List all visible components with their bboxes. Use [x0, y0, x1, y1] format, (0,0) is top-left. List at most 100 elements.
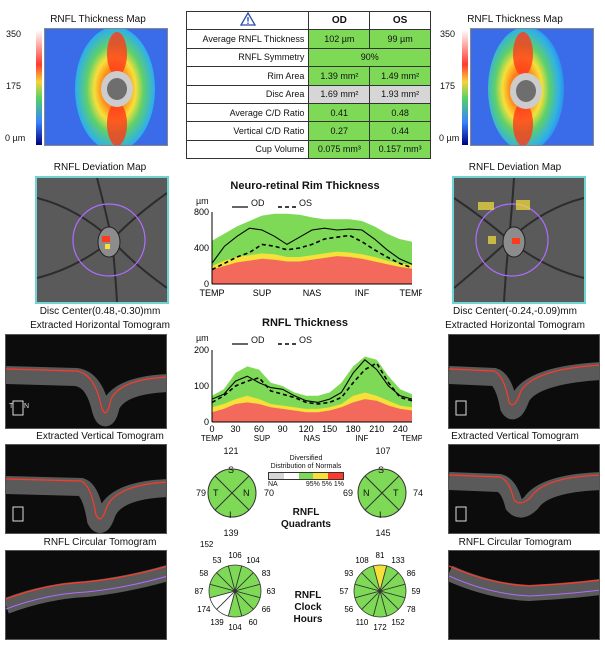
x-tick-label: 30 [231, 424, 241, 434]
clock-hour-value: 87 [195, 587, 204, 596]
os-quad-t-letter: T [393, 488, 399, 498]
row-od-value: 1.39 mm² [308, 66, 371, 86]
clock-hour-value: 56 [344, 605, 353, 614]
right-rnfl-deviation-map [452, 176, 586, 304]
clock-hour-value: 110 [356, 618, 369, 627]
od-quad-i-letter: I [229, 510, 232, 520]
x-tick-label: 240 [393, 424, 408, 434]
warning-icon [185, 10, 310, 31]
row-od-value: 1.69 mm² [308, 84, 371, 104]
rnfl-chart-title: RNFL Thickness [262, 317, 348, 329]
series-line-od [211, 227, 413, 265]
left-scale-bar [36, 30, 42, 145]
col-od-header: OD [308, 10, 371, 31]
clock-hour-value: 81 [376, 551, 385, 560]
os-quad-i-value: 145 [375, 528, 391, 538]
right-circular-tomogram-title: RNFL Circular Tomogram [458, 537, 572, 548]
os-quad-t-value: 69 [343, 488, 354, 498]
clock-sector [361, 565, 381, 593]
rim-chart-title: Neuro-retinal Rim Thickness [230, 180, 380, 192]
left-rnfl-thickness-map [44, 28, 168, 146]
x-tick-label: 120 [299, 424, 314, 434]
left-horizontal-tomogram: T N [5, 334, 167, 429]
row-both-value: 90% [308, 47, 431, 68]
rim-chart-ylabel: µm [196, 196, 209, 206]
rim-legend-od: OD [251, 198, 265, 208]
y-tick-label: 0 [204, 417, 209, 427]
right-scale-top: 350 [440, 29, 456, 39]
metrics-table: OD OS Average RNFL Thickness 102 µm 99 µ… [185, 10, 431, 160]
row-od-value: 0.41 [308, 102, 371, 123]
x-tick-label: NAS [303, 288, 322, 298]
clock-hour-value: 60 [249, 618, 258, 627]
table-header-row: OD OS [185, 10, 431, 31]
os-quad-s-letter: S [378, 465, 385, 475]
row-os-value: 99 µm [369, 29, 431, 49]
row-os-value: 1.93 mm² [369, 84, 431, 104]
left-h-n-label: N [24, 403, 30, 410]
clock-hour-value: 139 [210, 618, 224, 627]
table-row: Rim Area 1.39 mm² 1.49 mm² [185, 66, 431, 86]
clock-hour-value: 57 [340, 587, 349, 596]
left-scale-mid: 175 [6, 81, 22, 91]
x-tick-label: 90 [278, 424, 288, 434]
right-vertical-tomogram [448, 444, 600, 534]
distribution-legend: Diversified Distribution of Normals NA 9… [268, 455, 344, 489]
col-os-header: OS [369, 10, 431, 31]
right-scale-bottom: 0 µm [439, 133, 460, 143]
right-rnfl-thickness-map [470, 28, 594, 146]
row-od-value: 102 µm [308, 29, 371, 49]
x-tick-label: SUP [253, 288, 272, 298]
left-horizontal-tomogram-title: Extracted Horizontal Tomogram [30, 320, 170, 331]
clock-title-1: RNFL [294, 590, 322, 601]
od-quad-n-value: 70 [264, 488, 275, 498]
normal-band-red [212, 399, 412, 422]
distribution-title-1: Diversified [289, 455, 323, 462]
left-deviation-title: RNFL Deviation Map [53, 162, 147, 173]
y-tick-label: 800 [194, 207, 209, 217]
clock-hour-value: 83 [262, 569, 271, 578]
x-region-label: TEMP [401, 434, 422, 443]
rnfl-legend [232, 336, 322, 354]
clock-sector [216, 565, 236, 593]
rnfl-legend-os: OS [299, 335, 313, 345]
od-quad-t-value: 79 [196, 488, 207, 498]
os-quadrant-circle [357, 468, 407, 518]
row-label: Average RNFL Thickness [185, 29, 310, 49]
y-tick-label: 100 [194, 381, 209, 391]
od-quad-s-value: 121 [223, 446, 239, 456]
row-od-value: 0.27 [308, 121, 371, 141]
right-scale-bar [462, 30, 468, 145]
od-quadrant-circle [207, 468, 257, 518]
os-quad-n-value: 74 [413, 488, 424, 498]
clock-hour-value: 133 [391, 556, 405, 565]
od-quad-t-letter: T [213, 488, 219, 498]
row-label: Rim Area [185, 66, 310, 86]
y-tick-label: 200 [194, 345, 209, 355]
series-line-os [211, 362, 413, 405]
y-tick-label: 0 [204, 279, 209, 289]
clock-title-3: Hours [293, 614, 323, 625]
clock-hour-value: 104 [246, 556, 260, 565]
row-os-value: 0.44 [369, 121, 431, 141]
table-row: Average RNFL Thickness 102 µm 99 µm [185, 29, 431, 49]
x-region-label: NAS [304, 434, 320, 443]
x-region-label: SUP [254, 434, 270, 443]
od-quad-s-letter: S [228, 465, 235, 475]
quadrants-title-1: RNFL [292, 507, 320, 518]
distribution-swatches [268, 472, 344, 480]
rnfl-chart-ylabel: µm [196, 333, 209, 343]
series-line-os [211, 234, 413, 271]
od-quad-n-letter: N [243, 488, 250, 498]
os-quad-i-letter: I [379, 510, 382, 520]
left-thickness-map-title: RNFL Thickness Map [50, 14, 146, 25]
table-row: Vertical C/D Ratio 0.27 0.44 [185, 121, 431, 141]
rim-legend-os: OS [299, 198, 313, 208]
clock-hour-value: 78 [407, 605, 416, 614]
left-circular-tomogram-title: RNFL Circular Tomogram [43, 537, 157, 548]
clock-hour-value: 59 [412, 587, 421, 596]
x-tick-label: 150 [322, 424, 337, 434]
